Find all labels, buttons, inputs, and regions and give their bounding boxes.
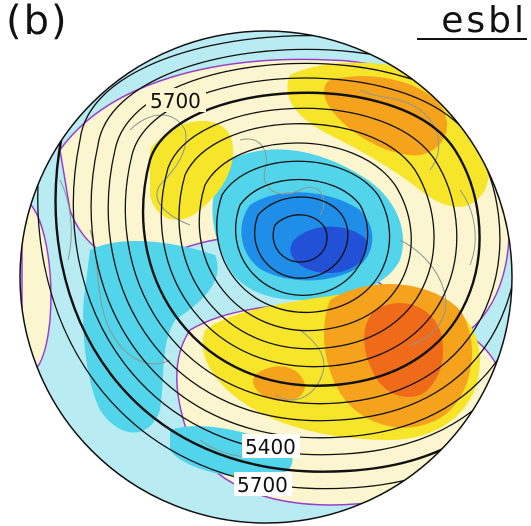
contour-label-5400: 5400 — [245, 435, 296, 459]
height-contour — [90, 48, 512, 439]
height-contour — [124, 77, 501, 405]
experiment-underline — [417, 38, 527, 40]
height-contour — [160, 107, 458, 368]
map-boundary — [19, 30, 513, 524]
height-contour — [272, 214, 328, 263]
height-contours — [37, 31, 512, 490]
height-contour — [54, 31, 512, 473]
positive-anomaly-red — [364, 302, 444, 398]
contour-label-5700-top: 5700 — [150, 89, 201, 113]
height-contour — [141, 91, 481, 387]
height-contour — [234, 178, 369, 296]
height-contour — [254, 196, 349, 279]
contour-label-5700-bottom: 5700 — [237, 473, 288, 497]
experiment-label: esbl — [441, 0, 527, 41]
height-contour — [107, 62, 512, 422]
height-contour — [198, 142, 412, 332]
height-contour — [37, 31, 512, 490]
height-contour — [72, 35, 512, 456]
height-contour — [178, 123, 435, 350]
height-contour — [216, 160, 391, 314]
panel-label: (b) — [6, 0, 69, 44]
contour-label-group: 5700 5400 5700 — [146, 88, 300, 497]
